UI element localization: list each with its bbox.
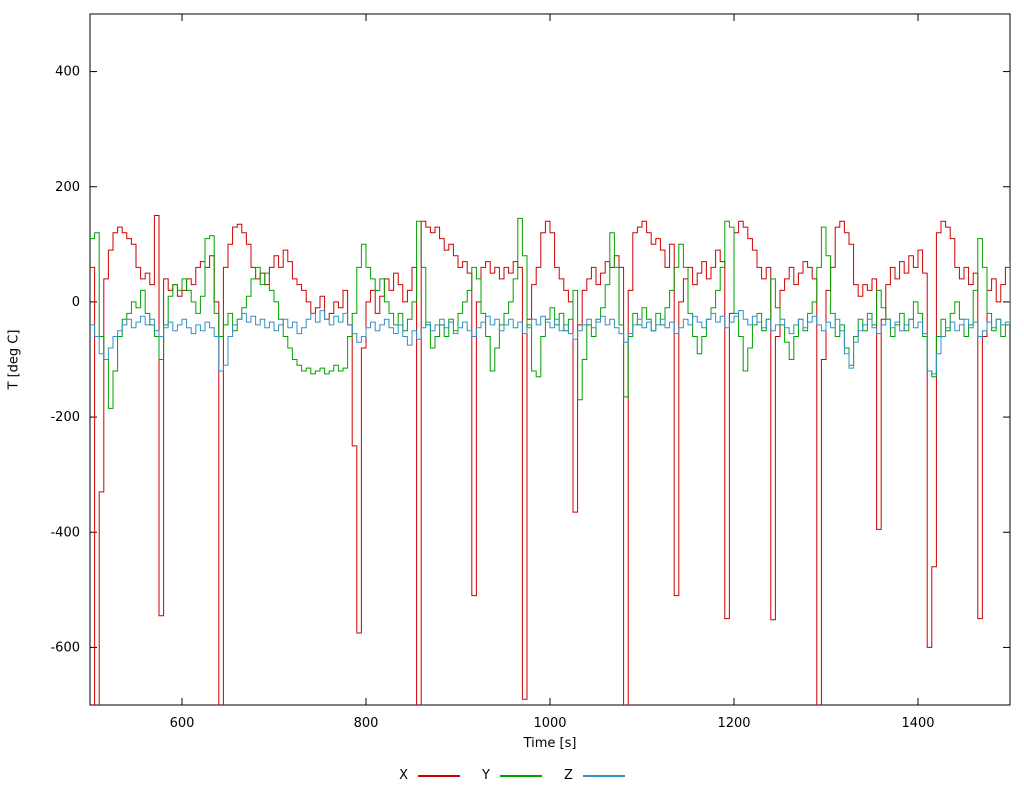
x-tick-label: 600: [170, 716, 195, 731]
legend-item-Z: Z: [564, 768, 625, 783]
x-tick-label: 800: [354, 716, 379, 731]
series-line-X: [90, 215, 1010, 705]
y-tick-label: 200: [55, 180, 80, 195]
y-tick-label: -600: [50, 640, 80, 655]
y-tick-label: -200: [50, 410, 80, 425]
x-axis-title: Time [s]: [523, 736, 577, 751]
x-tick-label: 1400: [901, 716, 934, 731]
y-tick-label: 400: [55, 65, 80, 80]
legend-line-sample-Y: [499, 774, 542, 777]
legend-label-Z: Z: [563, 768, 573, 783]
y-tick-label: -400: [50, 525, 80, 540]
y-tick-label: 0: [72, 295, 80, 310]
x-tick-label: 1000: [533, 716, 566, 731]
legend-line-sample-Z: [582, 774, 625, 777]
legend-item-Y: Y: [482, 768, 542, 783]
series-line-Z: [90, 310, 1010, 375]
y-axis-title: T [deg C]: [6, 329, 22, 390]
legend: X Y Z: [0, 768, 1024, 783]
legend-label-Y: Y: [482, 768, 490, 783]
legend-line-sample-X: [418, 774, 461, 777]
legend-item-X: X: [399, 768, 461, 783]
x-tick-label: 1200: [717, 716, 750, 731]
legend-label-X: X: [399, 768, 409, 783]
